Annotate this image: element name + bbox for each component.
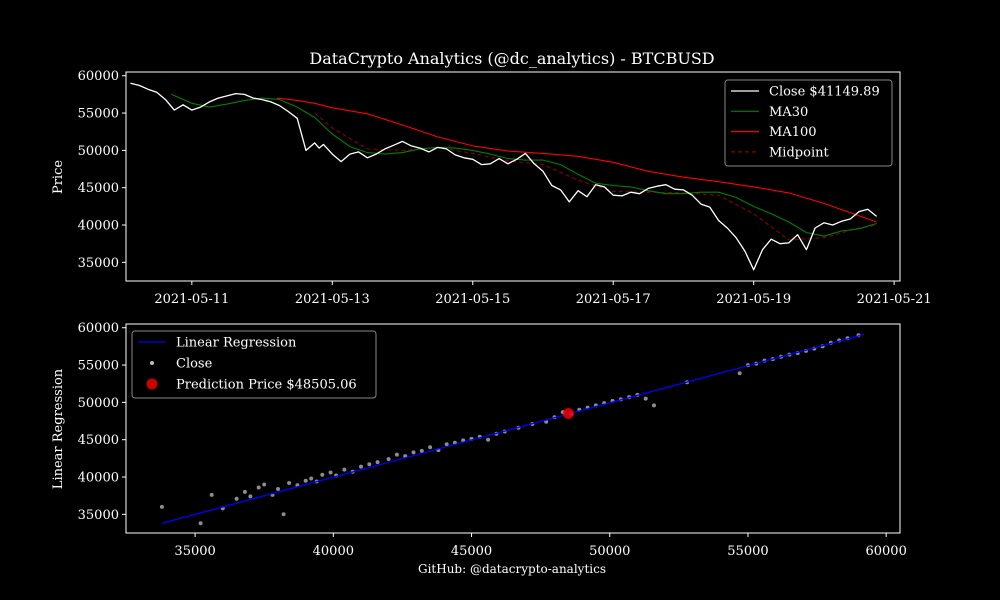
scatter-point xyxy=(444,442,449,447)
scatter-point xyxy=(256,485,261,490)
regression-panel: Linear Regression 35000 40000 45000 50000 55… xyxy=(51,321,907,559)
scatter-point xyxy=(386,457,391,462)
scatter-point xyxy=(394,452,399,457)
price-legend-label: Close $41149.89 xyxy=(769,85,880,100)
price-x-tick-label: 2021-05-17 xyxy=(576,292,651,307)
scatter-point xyxy=(303,478,308,483)
scatter-point xyxy=(375,460,380,465)
scatter-point xyxy=(287,481,292,485)
scatter-point xyxy=(209,492,214,497)
regression-x-tick-label: 50000 xyxy=(589,544,630,559)
prediction-point xyxy=(562,408,574,420)
scatter-point xyxy=(367,462,372,467)
scatter-point xyxy=(419,448,424,453)
legend-swatch-prediction xyxy=(146,378,158,390)
regression-x-tick-label: 60000 xyxy=(865,544,906,559)
price-y-tick-label: 35000 xyxy=(78,256,119,271)
legend-swatch-close xyxy=(150,361,154,365)
regression-y-tick-label: 35000 xyxy=(78,508,119,523)
price-legend-label: Midpoint xyxy=(769,145,829,160)
price-y-tick-label: 55000 xyxy=(78,107,119,122)
regression-y-tick-label: 45000 xyxy=(78,433,119,448)
scatter-point xyxy=(309,476,314,481)
scatter-point xyxy=(276,487,280,491)
regression-x-tick-label: 40000 xyxy=(313,544,354,559)
price-series xyxy=(130,82,878,271)
price-legend: Close $41149.89 MA30 MA100 Midpoint xyxy=(724,79,893,167)
regression-legend-box xyxy=(131,330,377,399)
scatter-point xyxy=(198,521,203,526)
scatter-point xyxy=(643,396,648,401)
regression-y-tick-label: 40000 xyxy=(78,471,119,486)
scatter-point xyxy=(428,445,433,450)
price-y-tick-label: 50000 xyxy=(78,144,119,159)
scatter-point xyxy=(281,512,286,517)
price-y-tick-label: 45000 xyxy=(78,181,119,196)
scatter-point xyxy=(737,371,742,376)
price-legend-box xyxy=(724,79,893,167)
price-y-axis-label: Price xyxy=(51,160,66,194)
regression-line xyxy=(161,333,865,524)
price-y-ticks: 35000 40000 45000 50000 55000 60000 xyxy=(78,69,126,271)
regression-x-tick-label: 55000 xyxy=(727,544,768,559)
scatter-point xyxy=(248,494,253,499)
scatter-point xyxy=(320,472,325,477)
regression-y-tick-label: 60000 xyxy=(78,321,119,336)
scatter-point xyxy=(342,467,347,472)
price-x-tick-label: 2021-05-19 xyxy=(716,292,791,307)
regression-y-tick-label: 55000 xyxy=(78,359,119,374)
footer-credit: GitHub: @datacrypto-analytics xyxy=(418,562,606,576)
regression-legend: Linear Regression Close Prediction Price $… xyxy=(131,330,377,399)
price-x-ticks: 2021-05-11 2021-05-13 2021-05-15 2021-05-17… xyxy=(154,281,932,307)
regression-legend-label: Close xyxy=(176,357,213,372)
scatter-point xyxy=(328,470,333,475)
scatter-point xyxy=(411,450,416,455)
scatter-point xyxy=(234,496,239,501)
price-y-tick-label: 40000 xyxy=(78,219,119,234)
regression-series xyxy=(159,333,865,526)
regression-legend-label: Linear Regression xyxy=(176,336,297,351)
price-x-tick-label: 2021-05-13 xyxy=(295,292,370,307)
scatter-point xyxy=(359,464,363,469)
regression-x-tick-label: 45000 xyxy=(451,544,492,559)
regression-y-ticks: 35000 40000 45000 50000 55000 60000 xyxy=(78,321,126,523)
regression-legend-label: Prediction Price $48505.06 xyxy=(176,378,357,393)
price-y-tick-label: 60000 xyxy=(78,69,119,84)
regression-x-tick-label: 35000 xyxy=(174,544,215,559)
scatter-point xyxy=(486,437,491,442)
scatter-point xyxy=(242,489,247,494)
price-legend-label: MA30 xyxy=(769,105,808,120)
price-series-line-1 xyxy=(171,93,877,237)
price-x-tick-label: 2021-05-11 xyxy=(154,292,229,307)
price-panel: Price 35000 40000 45000 50000 55000 60000 202… xyxy=(51,69,932,307)
scatter-point xyxy=(262,482,267,487)
scatter-point xyxy=(652,403,656,408)
price-x-tick-label: 2021-05-21 xyxy=(857,292,932,307)
price-legend-label: MA100 xyxy=(769,125,817,140)
price-x-tick-label: 2021-05-15 xyxy=(435,292,510,307)
scatter-point xyxy=(159,504,164,509)
price-series-line-2 xyxy=(276,97,877,223)
regression-y-tick-label: 50000 xyxy=(78,396,119,411)
regression-x-ticks: 35000 40000 45000 50000 55000 60000 xyxy=(174,533,907,559)
regression-y-axis-label: Linear Regression xyxy=(51,368,66,489)
chart-title: DataCrypto Analytics (@dc_analytics) - B… xyxy=(309,49,714,68)
price-series-line-0 xyxy=(130,82,878,271)
